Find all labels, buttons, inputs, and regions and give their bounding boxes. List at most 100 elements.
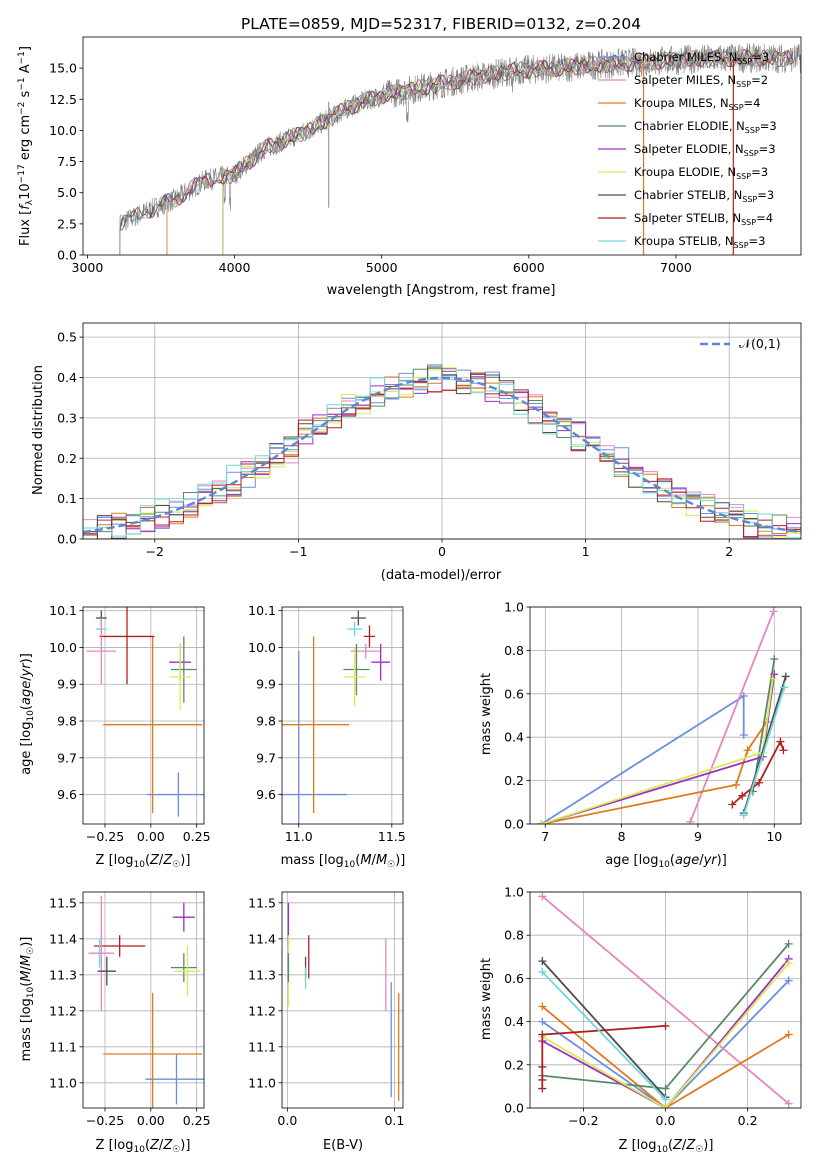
plot-area [88,895,204,1108]
x-tick-label: 0.1 [384,1113,404,1128]
model-spectrum [119,49,794,255]
error-bar-point [103,992,203,1108]
y-tick-label: 9.6 [256,787,276,802]
legend-label-subscript: SSP [745,126,760,135]
spectrum-plot: 3000 4000 5000 6000 7000 0.0 2.5 5.0 7.5 10.0 12.5… [49,36,802,275]
legend-label: Chabrier ELODIE, NSSP=3 [634,119,777,135]
z-weight-plot: −0.2 0.0 0.2 0.0 0.2 0.4 0.6 0.8 1.0 [504,885,802,1128]
weight-marker [538,1075,547,1084]
model-spectrum [119,49,794,255]
error-bar-point [147,772,204,817]
y-tick-label: 0.2 [504,773,524,788]
weight-line [541,895,790,1105]
weight-marker [661,1104,670,1108]
z-mass-plot: −0.25 0.00 0.25 11.0 11.1 11.2 11.3 11.4 11.5 [49,891,211,1128]
y-tick-label: 11.3 [248,967,276,982]
error-bar-point [171,953,197,982]
x-tick-label: 0.0 [277,1113,297,1128]
z-weight-y-label: mass weight [479,958,494,1040]
error-bar-point [343,643,370,696]
axes-frame [82,891,205,1109]
x-tick-label: 8 [618,829,626,844]
x-tick-label: −0.25 [86,1113,124,1128]
error-bar-point [103,636,203,813]
weight-marker [538,1030,547,1039]
x-tick-label: 0.25 [183,829,211,844]
y-tick-label: 0.4 [504,1014,524,1029]
y-tick-label: 11.4 [248,931,276,946]
weight-marker [770,670,779,679]
weight-line [541,962,790,1108]
y-tick-label: 2.5 [57,216,77,231]
error-bar-point [343,647,366,707]
x-tick-label: 11.0 [285,829,313,844]
x-tick-label: 0.00 [137,829,165,844]
x-tick-label: 6000 [513,260,545,275]
legend-label-text: Chabrier STELIB, N [634,188,742,202]
x-tick-label: −0.2 [568,1113,598,1128]
plot-area [119,43,801,255]
weight-marker [784,1099,793,1108]
weight-marker [784,959,793,968]
error-bar-point [88,895,115,1011]
x-tick-label: 7 [541,829,549,844]
y-tick-label: 9.7 [57,750,77,765]
ebv-mass-plot: 0.0 0.1 11.0 11.1 11.2 11.3 11.4 11.5 [248,891,404,1128]
x-tick-label: 11.5 [378,829,406,844]
x-tick-label: 4000 [219,260,251,275]
legend-label-subscript: SSP [737,57,752,66]
legend: 𝒩(0,1) [700,336,781,351]
legend-label: Kroupa MILES, NSSP=4 [634,96,760,112]
x-tick-label: −2 [146,544,164,559]
weight-marker [538,1002,547,1011]
error-bar-point [86,618,116,685]
axes-frame [82,36,802,256]
z-mass-x-label: Z [log10(Z/Z☉)] [96,1138,191,1155]
weight-marker [784,976,793,985]
axes-frame [82,606,205,825]
axes-frame [529,606,802,825]
weight-marker [780,683,789,692]
axes: 11.0 11.5 9.6 9.7 9.8 9.9 10.0 10.1 [248,603,406,844]
weight-line [541,960,667,1098]
plot-area [537,607,790,824]
plot-area [282,610,390,824]
residual-y-label: Normed distribution [31,365,46,495]
error-bar-point [174,946,201,997]
error-bar-point [171,636,197,703]
mass-age-x-label: mass [log10(M/M☉)] [281,853,406,870]
weight-line [689,610,775,823]
weight-marker [779,746,788,755]
y-tick-label: 0.0 [57,248,77,263]
y-tick-label: 0.3 [57,410,77,425]
weight-marker [686,817,695,824]
y-tick-label: 1.0 [504,885,524,900]
error-bar-point [94,935,146,957]
error-bar-point [350,643,381,659]
legend-label-count: =3 [752,50,769,64]
y-tick-label: 10.1 [49,603,77,618]
y-tick-label: 11.5 [248,895,276,910]
legend-label-text: Salpeter MILES, N [634,73,736,87]
plot-area [83,364,801,539]
x-tick-label: 10 [766,829,782,844]
error-bar-point [97,956,116,986]
plot-area [86,607,204,817]
spectrum-x-label: wavelength [Angstrom, rest frame] [327,283,556,298]
weight-line [541,971,667,1101]
y-tick-label: 11.3 [49,967,77,982]
legend-label-count: =3 [757,188,774,202]
legend-label-count: =4 [756,211,773,225]
axes: −0.25 0.00 0.25 11.0 11.1 11.2 11.3 11.4 11.5 [49,891,211,1128]
y-tick-label: 11.4 [49,931,77,946]
legend-label-count: =3 [759,142,776,156]
y-tick-label: 1.0 [504,600,524,615]
legend-label-count: =4 [744,96,761,110]
legend-label-count: =3 [749,234,766,248]
weight-marker [538,1084,547,1093]
axes-frame [281,891,404,1109]
weight-marker [768,674,777,683]
error-bar-point [172,902,195,932]
